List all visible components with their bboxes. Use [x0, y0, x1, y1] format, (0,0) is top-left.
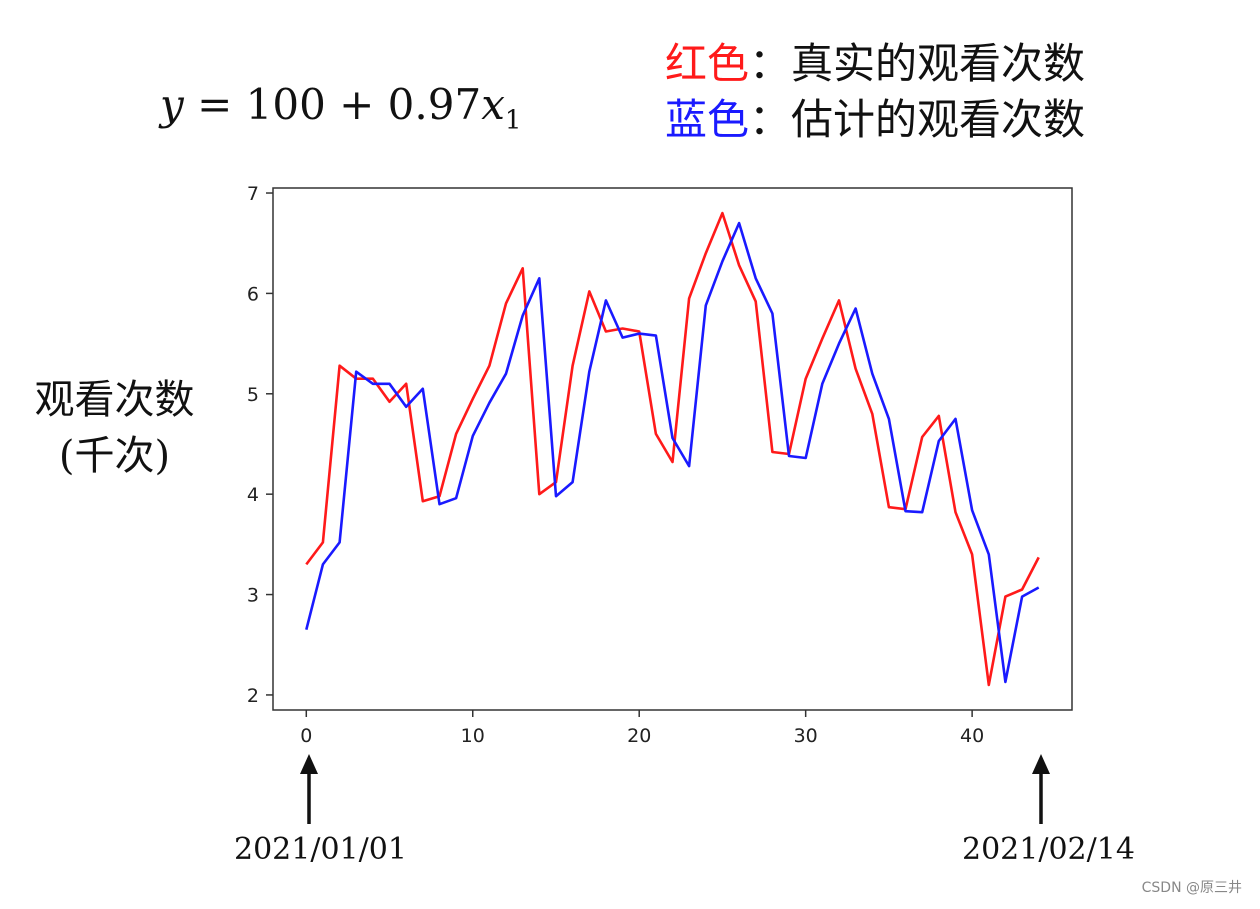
legend-real-desc: ：真实的观看次数: [749, 39, 1086, 88]
legend-estimated-desc: ：估计的观看次数: [749, 95, 1086, 144]
formula-y: y: [160, 80, 184, 129]
end-arrow-head: [1032, 754, 1050, 774]
y-tick-label: 4: [247, 484, 259, 506]
axis-ticks: 0 10 20 30 40 2 3 4 5 6 7: [247, 183, 984, 747]
formula-subscript: 1: [504, 105, 522, 136]
legend: 红色：真实的观看次数 蓝色：估计的观看次数: [665, 36, 1085, 148]
formula-rhs: = 100 + 0.97: [183, 80, 482, 129]
legend-real-color-name: 红色: [665, 39, 750, 88]
y-tick-label: 7: [247, 183, 259, 205]
regression-formula: y = 100 + 0.97x1: [160, 80, 521, 135]
legend-item-estimated: 蓝色：估计的观看次数: [665, 92, 1085, 148]
y-tick-label: 2: [247, 685, 259, 707]
watermark: CSDN @原三井: [1141, 880, 1242, 896]
series-lines: [305, 211, 1040, 687]
start-date-label: 2021/01/01: [234, 832, 407, 867]
plot-frame: [272, 187, 1073, 711]
y-tick-label: 3: [247, 585, 259, 607]
x-tick-label: 0: [300, 725, 312, 747]
legend-item-real: 红色：真实的观看次数: [665, 36, 1085, 92]
y-axis-label-line2: (千次): [58, 433, 171, 479]
formula-x: x: [481, 80, 505, 129]
start-arrow-head: [300, 754, 318, 774]
x-tick-label: 10: [461, 725, 485, 747]
y-tick-label: 6: [247, 283, 259, 305]
y-tick-label: 5: [247, 384, 259, 406]
x-tick-label: 30: [794, 725, 818, 747]
x-tick-label: 20: [627, 725, 651, 747]
legend-estimated-color-name: 蓝色: [665, 95, 750, 144]
end-date-label: 2021/02/14: [962, 832, 1135, 867]
x-tick-label: 40: [960, 725, 984, 747]
y-axis-label-line1: 观看次数: [34, 377, 195, 423]
series-line-real: [305, 211, 1040, 687]
series-line-estimated: [305, 221, 1040, 684]
date-arrows: [300, 754, 1050, 824]
y-axis-label: 观看次数 (千次): [12, 372, 217, 484]
